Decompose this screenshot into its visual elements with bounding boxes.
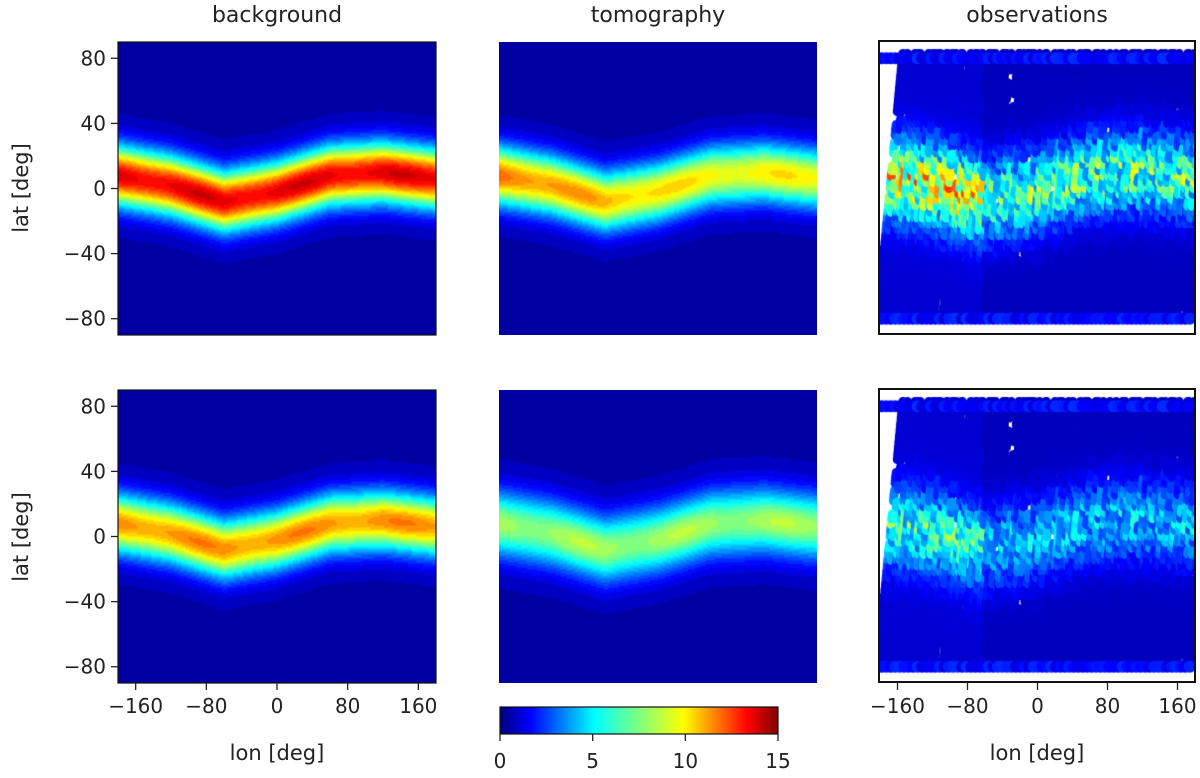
x-ticks-col1: −160 −80 0 80 160 bbox=[108, 683, 437, 718]
column-title-observations: observations bbox=[966, 3, 1108, 28]
x-tick-label: −80 bbox=[185, 694, 227, 718]
y-tick-label: 0 bbox=[93, 177, 106, 201]
colorbar-tick-label: 10 bbox=[673, 749, 698, 773]
y-tick-label: 80 bbox=[81, 394, 106, 418]
panel-observations-row2 bbox=[878, 388, 1196, 683]
panel-tomography-row1 bbox=[499, 42, 817, 335]
x-tick-label: −160 bbox=[108, 694, 163, 718]
x-tick-label: 0 bbox=[271, 694, 284, 718]
colorbar-tick-label: 0 bbox=[494, 749, 507, 773]
y-ticks-row2: 80 40 0 −40 −80 bbox=[64, 394, 118, 679]
x-axis-label-col3: lon [deg] bbox=[990, 741, 1085, 765]
panel-tomography-row2 bbox=[499, 390, 817, 683]
x-tick-label: −160 bbox=[870, 694, 925, 718]
y-tick-label: 40 bbox=[81, 111, 106, 135]
x-ticks-col3: −160 −80 0 80 160 bbox=[870, 683, 1197, 718]
y-tick-label: −80 bbox=[64, 307, 106, 331]
x-axis-label-col1: lon [deg] bbox=[230, 741, 325, 765]
y-tick-label: 80 bbox=[81, 46, 106, 70]
column-title-background: background bbox=[212, 3, 342, 28]
y-tick-label: −40 bbox=[64, 590, 106, 614]
colorbar-tick-label: 5 bbox=[586, 749, 599, 773]
panel-background-row2 bbox=[117, 389, 437, 684]
y-tick-label: −80 bbox=[64, 655, 106, 679]
y-tick-label: −40 bbox=[64, 242, 106, 266]
y-axis-label-row1: lat [deg] bbox=[9, 143, 33, 233]
y-ticks-row1: 80 40 0 −40 −80 bbox=[64, 46, 118, 331]
panel-observations-row1 bbox=[878, 40, 1196, 335]
y-axis-label-row2: lat [deg] bbox=[9, 492, 33, 582]
panel-background-row1 bbox=[117, 41, 437, 336]
colorbar: 0 5 10 15 bbox=[494, 706, 791, 773]
colorbar-ticks: 0 5 10 15 bbox=[494, 734, 791, 773]
y-tick-label: 0 bbox=[93, 525, 106, 549]
x-tick-label: −80 bbox=[946, 694, 988, 718]
x-tick-label: 0 bbox=[1031, 694, 1044, 718]
x-tick-label: 160 bbox=[399, 694, 437, 718]
colorbar-tick-label: 15 bbox=[765, 749, 790, 773]
column-title-tomography: tomography bbox=[591, 3, 725, 28]
x-tick-label: 80 bbox=[1095, 694, 1120, 718]
x-tick-label: 160 bbox=[1158, 694, 1196, 718]
x-tick-label: 80 bbox=[335, 694, 360, 718]
y-tick-label: 40 bbox=[81, 459, 106, 483]
